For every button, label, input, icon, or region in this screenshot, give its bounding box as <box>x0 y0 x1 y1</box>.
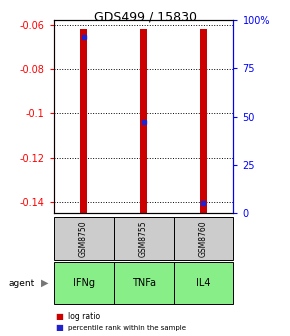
Text: TNFa: TNFa <box>132 278 155 288</box>
Text: percentile rank within the sample: percentile rank within the sample <box>68 325 186 331</box>
Text: ■: ■ <box>55 312 63 321</box>
Bar <box>140 29 147 213</box>
Text: ▶: ▶ <box>41 278 49 288</box>
Text: agent: agent <box>9 279 35 288</box>
Text: GSM8755: GSM8755 <box>139 220 148 257</box>
Text: IFNg: IFNg <box>72 278 95 288</box>
Text: GSM8760: GSM8760 <box>199 220 208 257</box>
Text: log ratio: log ratio <box>68 312 100 321</box>
Text: IL4: IL4 <box>196 278 211 288</box>
Text: GDS499 / 15830: GDS499 / 15830 <box>93 10 197 23</box>
Text: ■: ■ <box>55 323 63 332</box>
Bar <box>200 29 207 213</box>
Text: GSM8750: GSM8750 <box>79 220 88 257</box>
Bar <box>80 29 87 213</box>
